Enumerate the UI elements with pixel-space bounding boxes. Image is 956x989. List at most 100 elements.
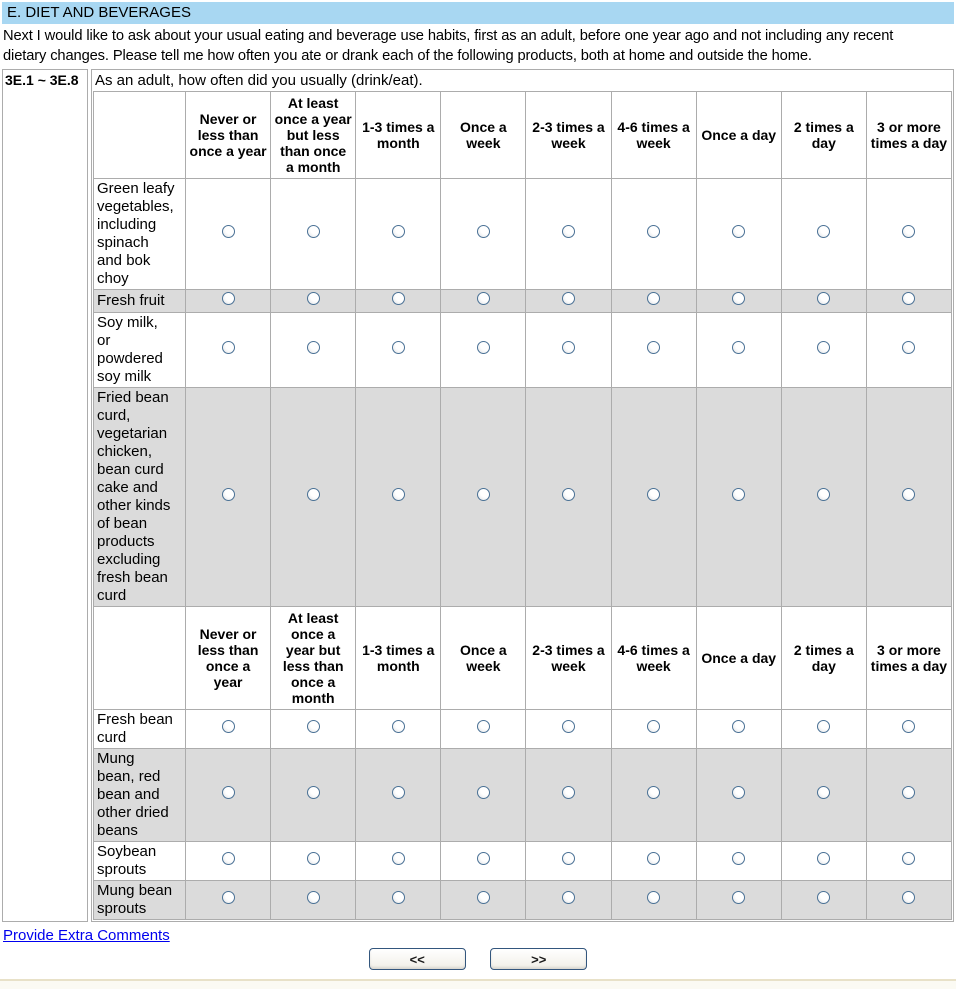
radio-button[interactable]	[561, 891, 575, 904]
radio-button[interactable]	[391, 488, 405, 501]
previous-button[interactable]: <<	[368, 948, 466, 970]
radio-cell[interactable]	[270, 841, 357, 881]
radio-button[interactable]	[561, 488, 575, 501]
radio-cell[interactable]	[355, 880, 442, 920]
radio-button[interactable]	[476, 341, 490, 354]
radio-cell[interactable]	[355, 178, 442, 290]
radio-cell[interactable]	[610, 178, 697, 290]
radio-cell[interactable]	[440, 880, 527, 920]
radio-cell[interactable]	[355, 387, 442, 607]
radio-button[interactable]	[391, 292, 405, 305]
radio-button[interactable]	[817, 720, 831, 733]
radio-button[interactable]	[306, 292, 320, 305]
radio-cell[interactable]	[270, 387, 357, 607]
radio-button[interactable]	[902, 852, 916, 865]
radio-button[interactable]	[391, 720, 405, 733]
radio-cell[interactable]	[440, 841, 527, 881]
radio-cell[interactable]	[780, 289, 867, 313]
radio-cell[interactable]	[525, 841, 612, 881]
radio-button[interactable]	[561, 852, 575, 865]
radio-cell[interactable]	[270, 312, 357, 388]
radio-button[interactable]	[306, 488, 320, 501]
radio-cell[interactable]	[355, 748, 442, 842]
radio-cell[interactable]	[610, 748, 697, 842]
next-button[interactable]: >>	[490, 948, 588, 970]
radio-button[interactable]	[306, 786, 320, 799]
radio-cell[interactable]	[355, 709, 442, 749]
radio-cell[interactable]	[355, 841, 442, 881]
radio-button[interactable]	[647, 720, 661, 733]
radio-button[interactable]	[732, 292, 746, 305]
radio-cell[interactable]	[865, 289, 953, 313]
radio-cell[interactable]	[440, 178, 527, 290]
radio-button[interactable]	[647, 786, 661, 799]
radio-button[interactable]	[391, 852, 405, 865]
radio-cell[interactable]	[525, 178, 612, 290]
radio-cell[interactable]	[695, 387, 782, 607]
radio-cell[interactable]	[610, 880, 697, 920]
radio-cell[interactable]	[184, 748, 272, 842]
radio-button[interactable]	[306, 852, 320, 865]
radio-button[interactable]	[817, 891, 831, 904]
radio-button[interactable]	[902, 341, 916, 354]
radio-button[interactable]	[391, 341, 405, 354]
radio-cell[interactable]	[780, 709, 867, 749]
radio-button[interactable]	[732, 225, 746, 238]
radio-button[interactable]	[817, 341, 831, 354]
radio-cell[interactable]	[440, 312, 527, 388]
radio-cell[interactable]	[184, 289, 272, 313]
radio-button[interactable]	[902, 891, 916, 904]
radio-button[interactable]	[817, 786, 831, 799]
radio-button[interactable]	[817, 225, 831, 238]
radio-cell[interactable]	[525, 289, 612, 313]
radio-cell[interactable]	[610, 841, 697, 881]
radio-cell[interactable]	[865, 178, 953, 290]
radio-cell[interactable]	[270, 880, 357, 920]
radio-cell[interactable]	[695, 748, 782, 842]
radio-button[interactable]	[561, 720, 575, 733]
radio-cell[interactable]	[780, 880, 867, 920]
radio-button[interactable]	[306, 720, 320, 733]
radio-cell[interactable]	[355, 312, 442, 388]
radio-cell[interactable]	[270, 178, 357, 290]
radio-cell[interactable]	[695, 312, 782, 388]
radio-cell[interactable]	[440, 709, 527, 749]
radio-button[interactable]	[476, 786, 490, 799]
radio-button[interactable]	[647, 341, 661, 354]
radio-button[interactable]	[647, 852, 661, 865]
radio-button[interactable]	[732, 786, 746, 799]
radio-button[interactable]	[732, 891, 746, 904]
radio-cell[interactable]	[780, 312, 867, 388]
radio-cell[interactable]	[270, 289, 357, 313]
radio-cell[interactable]	[780, 178, 867, 290]
radio-button[interactable]	[732, 852, 746, 865]
radio-cell[interactable]	[184, 387, 272, 607]
radio-button[interactable]	[221, 341, 235, 354]
radio-button[interactable]	[647, 225, 661, 238]
radio-button[interactable]	[221, 225, 235, 238]
radio-cell[interactable]	[270, 748, 357, 842]
radio-cell[interactable]	[270, 709, 357, 749]
radio-cell[interactable]	[780, 387, 867, 607]
radio-button[interactable]	[221, 720, 235, 733]
radio-cell[interactable]	[610, 289, 697, 313]
radio-cell[interactable]	[440, 748, 527, 842]
radio-button[interactable]	[476, 488, 490, 501]
radio-cell[interactable]	[865, 748, 953, 842]
radio-cell[interactable]	[865, 387, 953, 607]
radio-button[interactable]	[221, 292, 235, 305]
radio-cell[interactable]	[184, 178, 272, 290]
radio-button[interactable]	[476, 720, 490, 733]
radio-button[interactable]	[902, 488, 916, 501]
radio-button[interactable]	[732, 720, 746, 733]
radio-button[interactable]	[561, 225, 575, 238]
radio-cell[interactable]	[184, 880, 272, 920]
radio-cell[interactable]	[695, 178, 782, 290]
radio-button[interactable]	[902, 786, 916, 799]
radio-button[interactable]	[306, 891, 320, 904]
radio-cell[interactable]	[525, 387, 612, 607]
radio-cell[interactable]	[610, 312, 697, 388]
radio-cell[interactable]	[440, 289, 527, 313]
radio-cell[interactable]	[525, 312, 612, 388]
radio-button[interactable]	[476, 292, 490, 305]
